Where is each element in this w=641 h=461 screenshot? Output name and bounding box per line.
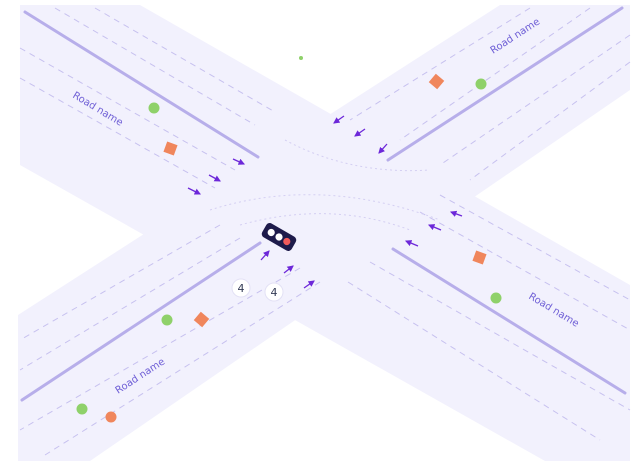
lane-arrow-icon: [260, 250, 270, 261]
traffic-light-icon[interactable]: [260, 222, 297, 253]
lane-arrow-icon: [378, 143, 388, 154]
medians: [20, 6, 627, 402]
green-dot-marker: [299, 56, 303, 60]
lane-arrow-icon: [333, 115, 345, 124]
lane-arrow-icon: [303, 280, 315, 289]
lane-arrow-icon: [283, 265, 294, 274]
orange-diamond-marker: [193, 311, 210, 328]
count-badge-right[interactable]: 4: [264, 282, 284, 302]
light-top: [267, 228, 275, 237]
orange-dot-marker: [105, 411, 117, 423]
orange-markers: [105, 73, 487, 423]
lane-lines-nw-se: [19, 7, 631, 441]
median-se: [391, 247, 627, 395]
count-badge-left-value: 4: [238, 282, 245, 295]
light-bottom: [283, 237, 291, 246]
orange-diamond-marker: [472, 250, 487, 265]
lane-arrow-icon: [428, 224, 442, 231]
lane-arrows: [187, 115, 463, 289]
turn-paths: [209, 139, 441, 231]
green-dot-marker: [490, 292, 502, 304]
median-nw: [23, 10, 260, 159]
count-badge-left[interactable]: 4: [231, 278, 251, 298]
lane-arrow-icon: [187, 187, 201, 195]
count-badge-right-value: 4: [271, 286, 278, 299]
green-dot-marker: [475, 78, 487, 90]
green-dot-marker: [76, 403, 88, 415]
lane-arrow-icon: [405, 240, 419, 247]
median-sw: [20, 241, 262, 402]
road-surfaces: [18, 5, 630, 461]
orange-diamond-marker: [163, 141, 178, 156]
lane-lines-ne-sw: [19, 7, 631, 456]
lane-arrow-icon: [354, 128, 366, 137]
lane-arrow-icon: [208, 174, 221, 182]
green-dot-marker: [161, 314, 173, 326]
median-ne: [386, 6, 624, 162]
light-middle: [275, 233, 283, 241]
green-markers: [76, 56, 502, 415]
lane-arrow-icon: [449, 210, 463, 217]
lane-arrow-icon: [232, 158, 245, 165]
intersection-center: [205, 155, 445, 255]
orange-diamond-marker: [428, 73, 445, 90]
green-dot-marker: [148, 102, 160, 114]
